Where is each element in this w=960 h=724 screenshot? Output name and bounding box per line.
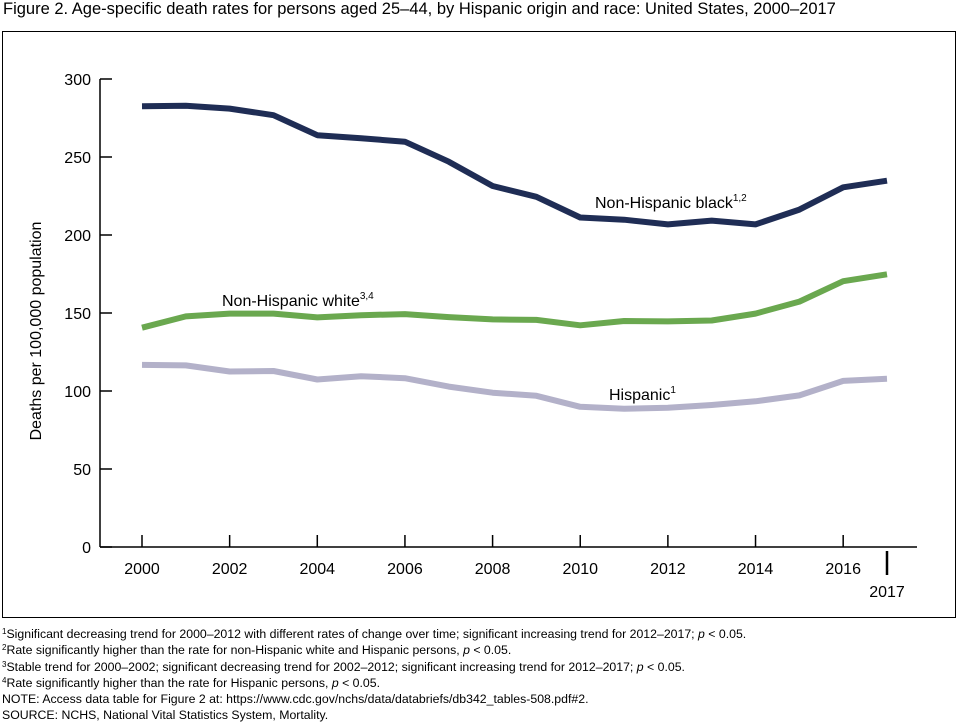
x-tick-label-2002: 2002 — [212, 561, 248, 578]
x-tick-label-2004: 2004 — [299, 561, 335, 578]
footnote-2-marker: 2 — [2, 643, 7, 653]
figure-title: Figure 2. Age-specific death rates for p… — [3, 0, 836, 18]
series-labels: Non-Hispanic black1,2 Non-Hispanic white3… — [222, 193, 747, 404]
line-chart: 0 50 100 150 200 250 300 2000 2002 2004 2006 2008 20… — [28, 72, 917, 601]
footnote-3-tail: < 0.05. — [643, 659, 685, 674]
series-line-hispanic — [141, 361, 888, 412]
chart-frame: 0 50 100 150 200 250 300 2000 2002 2004 2006 2008 20… — [2, 31, 956, 618]
footnote-4: 4Rate significantly higher than the rate… — [2, 675, 746, 691]
x-tick-label-2012: 2012 — [650, 561, 686, 578]
y-tick-label-50: 50 — [73, 462, 91, 479]
footnote-3-text: Stable trend for 2000–2002; significant … — [6, 659, 637, 674]
y-tick-label-200: 200 — [64, 228, 91, 245]
source-note: SOURCE: NCHS, National Vital Statistics … — [2, 708, 329, 723]
x-tick-label-2014: 2014 — [738, 561, 774, 578]
footnote-3: 3Stable trend for 2000–2002; significant… — [2, 659, 746, 675]
axes: 0 50 100 150 200 250 300 2000 2002 2004 2006 2008 20… — [28, 72, 917, 601]
x-tick-label-2008: 2008 — [475, 561, 511, 578]
x-tick-label-2016: 2016 — [825, 561, 861, 578]
footnote-2-tail: < 0.05. — [469, 643, 512, 658]
footnote-1-tail: < 0.05. — [704, 627, 747, 641]
series-label-non-hispanic-white: Non-Hispanic white3,4 — [222, 291, 374, 310]
footnote-4-p: p — [331, 675, 339, 690]
footnote-2: 2Rate significantly higher than the rate… — [2, 642, 746, 658]
x-tick-label-2017: 2017 — [869, 584, 905, 601]
y-axis-label: Deaths per 100,000 population — [28, 222, 45, 441]
x-tick-label-2000: 2000 — [124, 561, 160, 578]
footnote-1-text: Significant decreasing trend for 2000–20… — [6, 627, 699, 641]
series-label-non-hispanic-black: Non-Hispanic black1,2 — [595, 193, 747, 212]
data-access-note: NOTE: Access data table for Figure 2 at:… — [2, 692, 589, 707]
footnote-2-p: p — [463, 643, 470, 658]
footnote-1: 1Significant decreasing trend for 2000–2… — [2, 626, 746, 642]
footnote-1-p: p — [698, 627, 705, 641]
series-line-non-hispanic-white — [141, 271, 888, 331]
footnote-1-marker: 1 — [2, 627, 7, 636]
series-line-non-hispanic-black — [141, 102, 888, 228]
y-tick-label-100: 100 — [64, 384, 91, 401]
x-tick-label-2010: 2010 — [562, 561, 598, 578]
footnote-4-marker: 4 — [2, 675, 7, 685]
y-tick-label-150: 150 — [64, 306, 91, 323]
y-tick-label-250: 250 — [64, 150, 91, 167]
footnote-4-tail: < 0.05. — [338, 675, 381, 690]
x-tick-label-2006: 2006 — [387, 561, 423, 578]
footnote-3-marker: 3 — [2, 659, 7, 669]
footnote-3-p: p — [636, 659, 644, 674]
y-tick-label-0: 0 — [82, 540, 91, 557]
footnotes: 1Significant decreasing trend for 2000–2… — [2, 626, 746, 724]
footnote-4-text: Rate significantly higher than the rate … — [6, 675, 332, 690]
series-lines — [141, 102, 888, 412]
y-tick-label-300: 300 — [64, 72, 91, 89]
series-label-hispanic: Hispanic1 — [609, 385, 676, 404]
footnote-2-text: Rate significantly higher than the rate … — [6, 643, 464, 658]
